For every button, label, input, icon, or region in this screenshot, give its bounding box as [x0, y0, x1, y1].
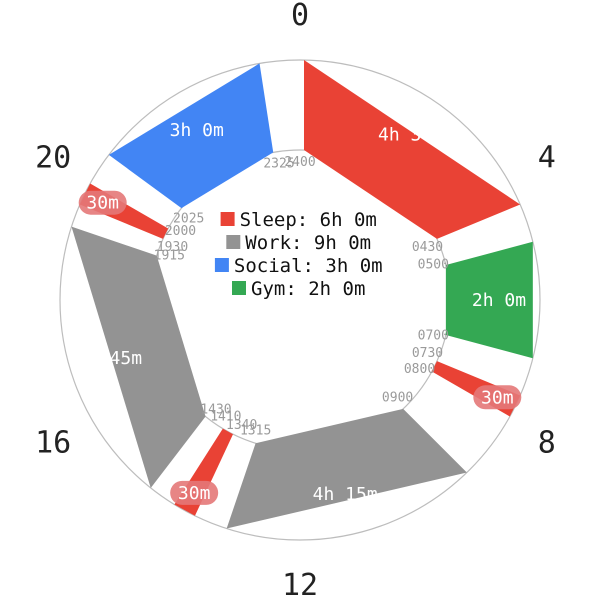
legend-swatch-sleep: [220, 212, 235, 226]
hour-label-8: 8: [538, 426, 556, 461]
hour-label-0: 0: [291, 0, 309, 33]
time-label-2025: 2025: [173, 211, 204, 226]
segment-work-3: [226, 408, 467, 529]
segment-label-bubble: [473, 385, 522, 410]
segment-labels: 4h 30m 2h 0m 30m 4h 15m 30m 4h 45m 30m 3h 0m: [77, 120, 526, 505]
legend-label-gym: Gym: 2h 0m: [251, 278, 365, 300]
time-label-0900: 0900: [382, 391, 413, 406]
time-label-2400: 2400: [284, 155, 315, 170]
time-label-1915: 1915: [154, 249, 185, 264]
segment-label: 30m: [86, 193, 119, 214]
segment-work-5: [71, 226, 206, 488]
legend-swatch-gym: [232, 281, 246, 295]
time-label-0430: 0430: [412, 240, 443, 255]
hour-label-16: 16: [35, 426, 71, 461]
segment-label: 4h 30m: [378, 125, 443, 146]
time-label-1340: 1340: [226, 418, 257, 433]
segment-label-bubble: [170, 480, 219, 505]
hour-label-20: 20: [35, 141, 71, 176]
segment-label: 4h 45m: [77, 348, 142, 369]
time-label-2000: 2000: [165, 224, 196, 239]
time-label-0500: 0500: [418, 257, 449, 272]
time-label-1410: 1410: [210, 409, 241, 424]
time-label-0800: 0800: [404, 362, 435, 377]
time-label-1430: 1430: [200, 402, 231, 417]
time-label-0700: 0700: [418, 329, 449, 344]
hour-labels: 0 4 8 12 16 20: [35, 0, 556, 600]
segment-label: 4h 15m: [313, 484, 378, 505]
time-label-0730: 0730: [412, 346, 443, 361]
segment-label-bubble: [78, 190, 127, 215]
segment-label: 30m: [178, 483, 211, 504]
segment-social-7: [108, 63, 274, 209]
hour-label-12: 12: [282, 568, 318, 600]
outer-ring: [59, 59, 541, 541]
legend-label-work: Work: 9h 0m: [245, 232, 371, 254]
segment-label: 2h 0m: [472, 290, 526, 311]
segment-label: 3h 0m: [170, 120, 224, 141]
legend-label-social: Social: 3h 0m: [234, 255, 383, 277]
segment-label: 30m: [481, 387, 514, 408]
hour-label-4: 4: [538, 141, 556, 176]
segment-sleep-0: [303, 60, 521, 239]
time-label-1930: 1930: [157, 240, 188, 255]
time-label-2325: 2325: [263, 157, 294, 172]
legend-swatch-work: [226, 235, 241, 249]
legend-label-sleep: Sleep: 6h 0m: [240, 209, 377, 231]
time-label-1315: 1315: [240, 424, 271, 439]
segment-gym-1: [445, 241, 533, 359]
legend-swatch-social: [214, 258, 229, 272]
